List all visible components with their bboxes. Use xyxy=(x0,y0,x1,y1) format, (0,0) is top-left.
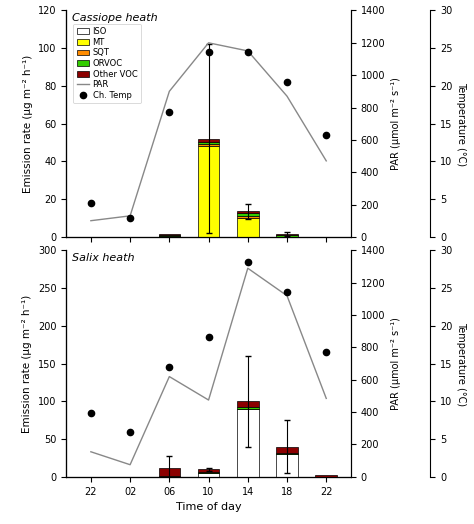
Bar xyxy=(276,453,298,454)
Bar xyxy=(276,235,298,237)
Bar xyxy=(198,472,219,473)
Bar xyxy=(198,470,219,472)
Bar xyxy=(158,468,180,476)
Bar xyxy=(198,141,219,145)
Y-axis label: Emission rate (μg m⁻² h⁻¹): Emission rate (μg m⁻² h⁻¹) xyxy=(22,294,32,433)
Bar xyxy=(158,235,180,236)
Text: Salix heath: Salix heath xyxy=(72,253,135,263)
Legend: ISO, MT, SQT, ORVOC, Other VOC, PAR, Ch. Temp: ISO, MT, SQT, ORVOC, Other VOC, PAR, Ch.… xyxy=(73,24,141,103)
Y-axis label: Temperature (°C): Temperature (°C) xyxy=(456,322,466,406)
Bar xyxy=(316,475,337,477)
Bar xyxy=(276,446,298,453)
Y-axis label: PAR (μmol m⁻² s⁻¹): PAR (μmol m⁻² s⁻¹) xyxy=(391,77,401,170)
Bar xyxy=(158,234,180,235)
Bar xyxy=(276,454,298,477)
Text: Cassiope heath: Cassiope heath xyxy=(72,13,158,23)
Bar xyxy=(198,473,219,477)
Bar xyxy=(198,146,219,237)
Bar xyxy=(237,213,259,216)
Bar xyxy=(237,408,259,409)
Y-axis label: Temperature (°C): Temperature (°C) xyxy=(456,82,466,166)
Bar xyxy=(158,476,180,477)
Y-axis label: PAR (μmol m⁻² s⁻¹): PAR (μmol m⁻² s⁻¹) xyxy=(391,317,401,410)
Bar xyxy=(237,211,259,213)
Bar xyxy=(237,409,259,477)
Bar xyxy=(237,216,259,218)
Y-axis label: Emission rate (μg m⁻² h⁻¹): Emission rate (μg m⁻² h⁻¹) xyxy=(23,54,33,193)
Bar xyxy=(237,401,259,408)
X-axis label: Time of day: Time of day xyxy=(176,502,241,512)
Bar xyxy=(237,218,259,237)
Bar xyxy=(276,234,298,235)
Bar xyxy=(198,145,219,146)
Bar xyxy=(198,139,219,141)
